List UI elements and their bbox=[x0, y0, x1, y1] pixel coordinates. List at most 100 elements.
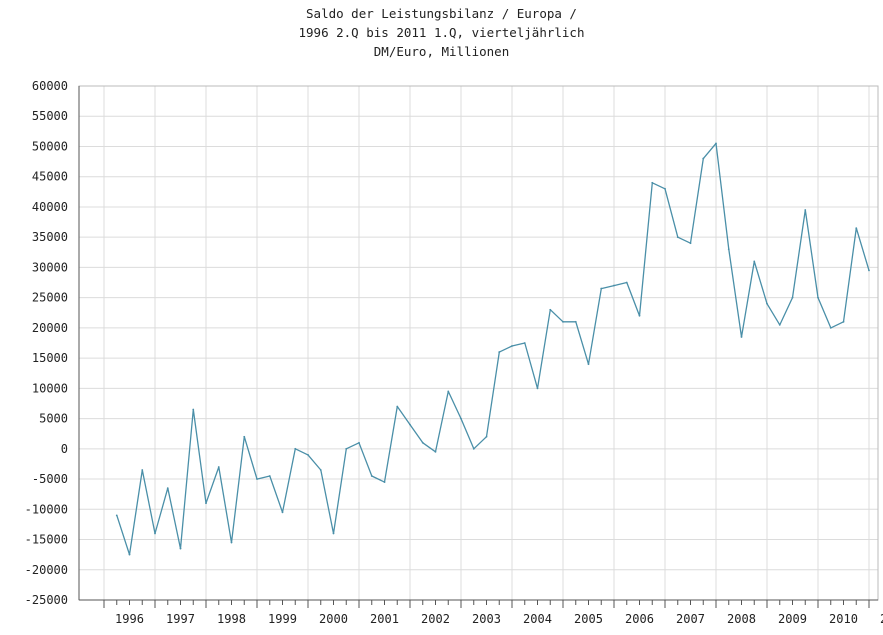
data-point bbox=[523, 342, 526, 344]
data-point bbox=[740, 336, 743, 338]
data-point bbox=[689, 242, 692, 245]
y-tick-label: 20000 bbox=[32, 321, 68, 335]
data-point bbox=[434, 450, 437, 453]
data-point bbox=[217, 466, 220, 468]
x-tick-label: 1998 bbox=[217, 612, 246, 626]
data-point bbox=[625, 281, 628, 284]
y-tick-label: 0 bbox=[61, 442, 68, 456]
data-point bbox=[600, 287, 603, 290]
y-tick-label: 50000 bbox=[32, 139, 68, 153]
x-tick-label: 2006 bbox=[625, 612, 654, 626]
y-tick-label: 30000 bbox=[32, 260, 68, 274]
data-point bbox=[421, 441, 424, 444]
x-tick-label: 2011 bbox=[880, 612, 883, 626]
data-point bbox=[804, 209, 807, 211]
data-point bbox=[766, 302, 768, 305]
data-point bbox=[345, 447, 348, 450]
data-point bbox=[332, 532, 335, 535]
data-point bbox=[829, 326, 832, 329]
chart-title: Saldo der Leistungsbilanz / Europa / bbox=[306, 6, 577, 21]
data-point bbox=[141, 469, 144, 471]
data-point bbox=[715, 142, 717, 145]
x-tick-label: 2003 bbox=[472, 612, 501, 626]
data-point bbox=[154, 532, 156, 535]
data-point bbox=[128, 553, 131, 556]
data-point bbox=[115, 514, 118, 517]
x-tick-label: 2010 bbox=[829, 612, 858, 626]
data-point bbox=[281, 511, 284, 514]
y-tick-label: -5000 bbox=[32, 472, 68, 486]
y-tick-label: 15000 bbox=[32, 351, 68, 365]
data-point bbox=[307, 453, 309, 456]
data-point bbox=[243, 435, 246, 438]
x-tick-label: 2008 bbox=[727, 612, 756, 626]
data-point bbox=[166, 487, 169, 490]
x-tick-label: 2002 bbox=[421, 612, 450, 626]
y-tick-label: 35000 bbox=[32, 230, 68, 244]
data-point bbox=[587, 363, 590, 366]
data-point bbox=[370, 475, 373, 477]
data-point bbox=[358, 441, 360, 444]
data-point bbox=[294, 447, 297, 450]
x-tick-label: 2007 bbox=[676, 612, 705, 626]
y-tick-label: 10000 bbox=[32, 381, 68, 395]
data-point bbox=[498, 351, 501, 353]
data-point bbox=[791, 296, 794, 299]
y-tick-label: 40000 bbox=[32, 200, 68, 214]
data-point bbox=[562, 320, 564, 323]
data-point bbox=[855, 227, 858, 230]
plot-frame bbox=[78, 85, 879, 601]
data-point bbox=[472, 447, 475, 450]
x-tick-label: 2005 bbox=[574, 612, 603, 626]
x-tick-label: 2000 bbox=[319, 612, 348, 626]
data-point bbox=[179, 547, 182, 550]
x-tick-label: 2001 bbox=[370, 612, 399, 626]
x-tick-label: 2009 bbox=[778, 612, 807, 626]
data-point bbox=[638, 314, 641, 317]
data-point bbox=[460, 417, 462, 420]
data-point bbox=[868, 269, 870, 272]
y-tick-label: 60000 bbox=[32, 79, 68, 93]
chart-unit: DM/Euro, Millionen bbox=[373, 44, 510, 59]
data-point bbox=[192, 408, 195, 411]
data-point bbox=[753, 260, 756, 263]
series-line bbox=[116, 142, 870, 556]
y-tick-label: 25000 bbox=[32, 291, 68, 305]
data-point bbox=[702, 157, 705, 160]
x-tick-label: 1999 bbox=[268, 612, 297, 626]
data-point bbox=[613, 284, 615, 287]
data-point bbox=[409, 423, 411, 426]
x-tick-label: 2004 bbox=[523, 612, 552, 626]
chart-title-block: Saldo der Leistungsbilanz / Europa / 199… bbox=[0, 4, 883, 61]
x-tick-label: 1996 bbox=[115, 612, 144, 626]
data-point bbox=[842, 320, 845, 323]
data-point bbox=[447, 390, 450, 393]
y-tick-label: 45000 bbox=[32, 170, 68, 184]
data-point bbox=[485, 435, 488, 438]
y-tick-label: -20000 bbox=[25, 563, 68, 577]
y-tick-label: 5000 bbox=[39, 412, 68, 426]
data-point bbox=[536, 387, 539, 390]
y-tick-label: -15000 bbox=[25, 533, 68, 547]
data-point bbox=[817, 296, 819, 299]
y-tick-label: -10000 bbox=[25, 502, 68, 516]
data-point bbox=[511, 345, 513, 347]
data-point bbox=[778, 323, 781, 326]
data-point bbox=[574, 320, 577, 323]
data-point bbox=[549, 308, 552, 311]
data-point bbox=[205, 502, 207, 505]
data-point bbox=[230, 541, 233, 544]
data-point bbox=[727, 248, 730, 251]
data-point bbox=[396, 405, 399, 408]
data-point bbox=[651, 181, 654, 184]
data-point bbox=[319, 469, 322, 471]
y-tick-label: -25000 bbox=[25, 593, 68, 607]
data-point bbox=[383, 481, 386, 483]
data-point bbox=[676, 236, 679, 239]
chart-subtitle: 1996 2.Q bis 2011 1.Q, vierteljährlich bbox=[298, 25, 585, 40]
y-tick-label: 55000 bbox=[32, 109, 68, 123]
x-tick-label: 1997 bbox=[166, 612, 195, 626]
data-point bbox=[268, 475, 271, 477]
data-point bbox=[256, 478, 258, 480]
